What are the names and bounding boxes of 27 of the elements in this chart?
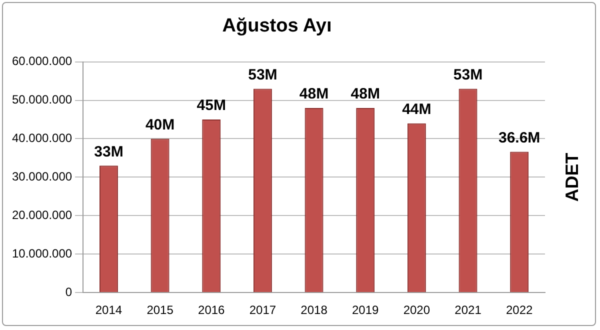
x-tick-label: 2015: [146, 303, 174, 318]
data-label: 53M: [248, 66, 278, 84]
x-tick-label: 2020: [403, 303, 430, 318]
data-label: 44M: [402, 100, 432, 118]
x-tick-label: 2022: [506, 303, 534, 318]
x-tick-label: 2017: [249, 303, 276, 318]
data-label: 48M: [299, 86, 329, 103]
x-tick-label: 2018: [300, 303, 328, 318]
y-tick-label: 50.000.000: [12, 92, 72, 107]
data-label: 36.6M: [498, 129, 540, 146]
y-tick-label: 0: [65, 284, 72, 299]
y-tick-label: 60.000.000: [12, 54, 72, 68]
x-tick-label: 2014: [95, 303, 122, 318]
x-tick-label: 2016: [198, 303, 226, 318]
data-label: 53M: [453, 66, 483, 84]
y-tick-label: 10.000.000: [12, 246, 72, 260]
x-tick-label: 2019: [352, 303, 380, 318]
y-tick-label: 30.000.000: [12, 170, 72, 184]
data-label: 45M: [196, 97, 226, 114]
data-label: 48M: [350, 86, 380, 103]
data-label: 40M: [145, 116, 175, 134]
y-tick-label: 20.000.000: [12, 208, 72, 222]
chart-title: Ağustos Ayı: [222, 16, 332, 37]
x-tick-label: 2021: [454, 303, 482, 318]
y-tick-label: 40.000.000: [12, 131, 72, 146]
data-label: 33M: [94, 143, 124, 160]
y-axis-title: ADET: [562, 152, 582, 202]
